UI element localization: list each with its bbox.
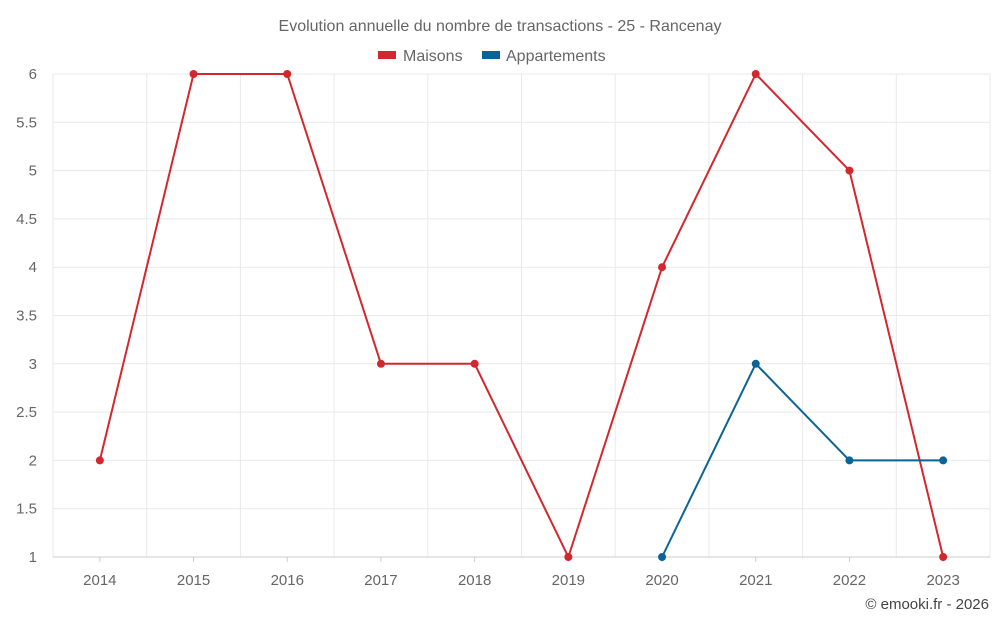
x-tick-label: 2018 (458, 572, 491, 589)
credit-text: © emooki.fr - 2026 (865, 596, 989, 613)
y-tick-label: 1 (29, 549, 37, 566)
y-tick-label: 1.5 (16, 501, 37, 518)
data-point-appartements[interactable] (845, 456, 854, 465)
y-tick-label: 5.5 (16, 114, 37, 131)
data-point-maisons[interactable] (751, 70, 760, 78)
data-point-maisons[interactable] (189, 70, 198, 78)
data-point-appartements[interactable] (939, 456, 948, 465)
data-point-maisons[interactable] (95, 456, 104, 465)
y-tick-label: 4.5 (16, 211, 37, 228)
series-line-appartements (661, 362, 944, 558)
x-tick-label: 2023 (926, 572, 959, 589)
y-tick-label: 3.5 (16, 308, 37, 325)
legend: Maisons Appartements (378, 48, 606, 65)
y-axis: 1 1.5 2 2.5 3 3.5 4 4.5 5 5.5 6 (16, 66, 37, 566)
x-tick-label: 2022 (833, 572, 866, 589)
data-point-appartements[interactable] (658, 553, 667, 561)
x-tick-label: 2021 (739, 572, 772, 589)
legend-swatch-appartements (482, 51, 500, 59)
x-tick-label: 2014 (83, 572, 116, 589)
y-tick-label: 2 (29, 452, 37, 469)
x-tick-label: 2019 (552, 572, 585, 589)
legend-label-maisons: Maisons (403, 48, 463, 65)
x-tick-label: 2015 (177, 572, 210, 589)
y-tick-label: 3 (29, 356, 37, 373)
data-point-appartements[interactable] (751, 359, 760, 368)
data-point-maisons[interactable] (845, 166, 854, 175)
series-layer (95, 70, 948, 561)
x-tick-label: 2017 (364, 572, 397, 589)
data-point-maisons[interactable] (658, 263, 667, 272)
legend-swatch-maisons (378, 51, 396, 59)
x-tick-label: 2020 (645, 572, 678, 589)
data-point-maisons[interactable] (564, 553, 573, 561)
series-line-maisons (98, 73, 945, 558)
y-tick-label: 6 (29, 66, 37, 83)
y-tick-label: 5 (29, 163, 37, 180)
data-point-maisons[interactable] (283, 70, 292, 78)
chart-title: Evolution annuelle du nombre de transact… (279, 18, 722, 35)
x-tick-label: 2016 (271, 572, 304, 589)
legend-label-appartements: Appartements (506, 48, 606, 65)
y-tick-label: 2.5 (16, 404, 37, 421)
legend-item-maisons[interactable]: Maisons (378, 48, 463, 65)
data-point-maisons[interactable] (939, 553, 948, 561)
grid (52, 73, 991, 558)
y-tick-label: 4 (29, 259, 37, 276)
legend-item-appartements[interactable]: Appartements (482, 48, 606, 65)
x-axis: 2014 2015 2016 2017 2018 2019 2020 2021 2022 2023 (53, 556, 990, 589)
data-point-maisons[interactable] (470, 359, 479, 368)
data-point-maisons[interactable] (376, 359, 385, 368)
